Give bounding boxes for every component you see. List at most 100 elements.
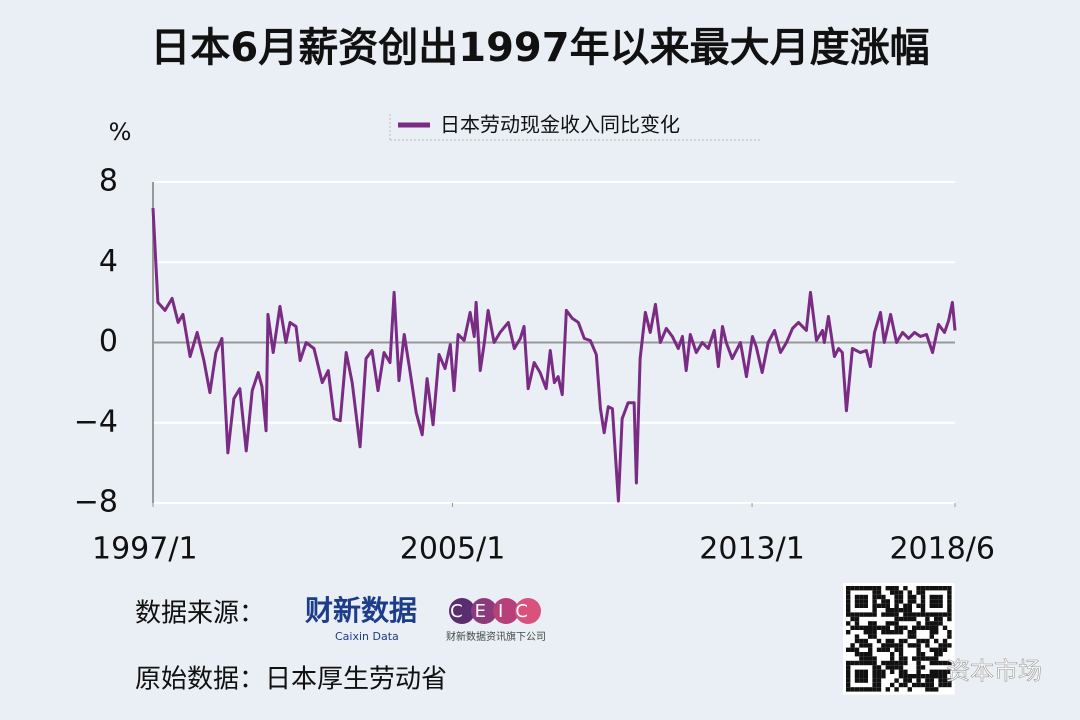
- origin-note: 原始数据：日本厚生劳动省: [135, 665, 447, 695]
- qr-cell: [929, 669, 934, 674]
- qr-cell: [938, 660, 943, 666]
- qr-cell: [850, 612, 855, 617]
- qr-cell: [934, 616, 939, 622]
- qr-cell: [907, 674, 912, 679]
- qr-cell: [859, 638, 864, 644]
- qr-cell: [872, 630, 877, 635]
- qr-cell: [916, 643, 921, 648]
- qr-cell: [938, 682, 943, 688]
- qr-cell: [846, 674, 851, 679]
- qr-cell: [863, 656, 868, 661]
- qr-cell: [846, 678, 851, 683]
- qr-cell: [920, 638, 926, 644]
- qr-cell: [868, 687, 873, 692]
- qr-cell: [929, 660, 934, 666]
- qr-cell: [942, 682, 948, 688]
- qr-cell: [947, 643, 952, 648]
- qr-cell: [947, 678, 952, 683]
- qr-cell: [854, 594, 860, 600]
- qr-cell: [916, 682, 921, 688]
- qr-cell: [929, 682, 934, 688]
- source-logo: 财新数据: [305, 594, 417, 627]
- qr-cell: [912, 630, 917, 635]
- qr-cell: [894, 590, 899, 595]
- qr-cell: [925, 586, 930, 591]
- qr-cell: [872, 687, 877, 692]
- qr-cell: [916, 603, 921, 608]
- qr-cell: [876, 603, 882, 608]
- qr-cell: [846, 612, 851, 617]
- qr-cell: [859, 625, 864, 630]
- qr-cell: [894, 616, 899, 622]
- qr-cell: [947, 616, 952, 622]
- qr-cell: [903, 625, 908, 630]
- qr-cell: [863, 669, 868, 674]
- qr-cell: [925, 616, 930, 622]
- qr-cell: [929, 647, 934, 652]
- qr-cell: [907, 590, 912, 595]
- qr-cell: [868, 652, 873, 657]
- qr-cell: [942, 643, 948, 648]
- qr-cell: [863, 612, 868, 617]
- qr-cell: [907, 616, 912, 622]
- qr-cell: [890, 682, 895, 688]
- qr-cell: [863, 603, 868, 608]
- qr-cell: [872, 674, 877, 679]
- qr-cell: [916, 656, 921, 661]
- qr-cell: [859, 594, 864, 600]
- qr-cell: [872, 669, 877, 674]
- qr-cell: [903, 608, 908, 613]
- qr-cell: [916, 638, 921, 644]
- qr-cell: [929, 594, 934, 600]
- qr-cell: [881, 599, 886, 604]
- qr-cell: [938, 647, 943, 652]
- logo-dot: [449, 598, 475, 624]
- qr-cell: [925, 687, 930, 692]
- qr-cell: [938, 621, 943, 626]
- legend: 日本劳动现金收入同比变化: [389, 113, 760, 141]
- qr-cell: [850, 647, 855, 652]
- qr-cell: [872, 603, 877, 608]
- qr-cell: [854, 638, 860, 644]
- qr-cell: [872, 682, 877, 688]
- qr-cell: [890, 656, 895, 661]
- qr-cell: [916, 612, 921, 617]
- y-tick-label: 4: [99, 244, 118, 279]
- qr-cell: [903, 660, 908, 666]
- qr-cell: [925, 656, 930, 661]
- legend-label: 日本劳动现金收入同比变化: [440, 113, 680, 137]
- qr-cell: [920, 599, 926, 604]
- qr-cell: [934, 599, 939, 604]
- qr-cell: [938, 599, 943, 604]
- qr-cell: [885, 599, 890, 604]
- qr-cell: [929, 630, 934, 635]
- qr-cell: [898, 674, 904, 679]
- qr-cell: [898, 682, 904, 688]
- qr-cell: [942, 612, 948, 617]
- qr-cell: [925, 643, 930, 648]
- qr-cell: [938, 669, 943, 674]
- qr-cell: [934, 656, 939, 661]
- qr-cell: [863, 594, 868, 600]
- qr-cell: [903, 656, 908, 661]
- qr-cell: [881, 674, 886, 679]
- qr-cell: [894, 621, 899, 626]
- qr-cell: [894, 678, 899, 683]
- qr-cell: [876, 625, 882, 630]
- qr-cell: [859, 674, 864, 679]
- qr-cell: [868, 647, 873, 652]
- qr-cell: [846, 594, 851, 600]
- qr-cell: [912, 682, 917, 688]
- qr-cell: [898, 599, 904, 604]
- qr-cell: [859, 612, 864, 617]
- qr-cell: [885, 687, 890, 692]
- qr-cell: [938, 603, 943, 608]
- qr-cell: [916, 678, 921, 683]
- qr-cell: [898, 652, 904, 657]
- qr-cell: [876, 678, 882, 683]
- chart-title: 日本6月薪资创出1997年以来最大月度涨幅: [150, 25, 929, 71]
- y-tick-label: −8: [74, 485, 118, 520]
- qr-cell: [925, 638, 930, 644]
- qr-cell: [947, 669, 952, 674]
- qr-cell: [876, 647, 882, 652]
